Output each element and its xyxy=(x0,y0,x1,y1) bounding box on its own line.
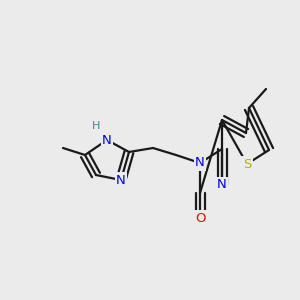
Text: N: N xyxy=(116,173,126,187)
Text: N: N xyxy=(195,157,205,169)
Text: S: S xyxy=(243,158,251,170)
Text: O: O xyxy=(195,212,205,224)
Text: N: N xyxy=(102,134,112,146)
Text: N: N xyxy=(217,178,227,191)
Text: H: H xyxy=(92,121,100,131)
